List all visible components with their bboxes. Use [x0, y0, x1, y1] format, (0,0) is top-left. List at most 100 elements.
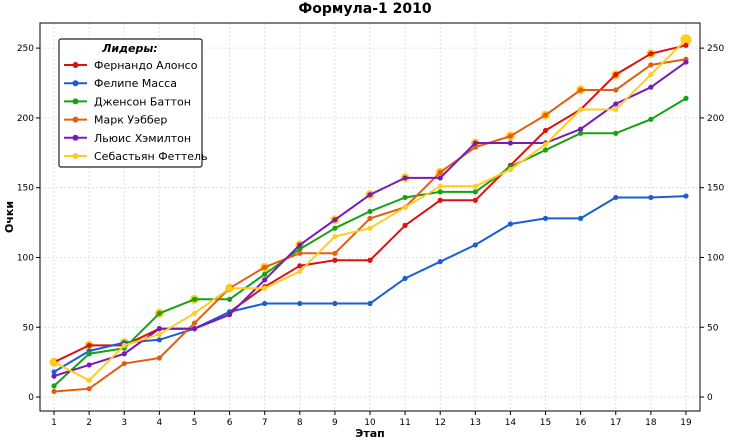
series-point — [683, 42, 689, 48]
legend-swatch-marker — [72, 98, 79, 105]
series-point — [472, 183, 478, 189]
x-tick-label: 5 — [192, 418, 198, 428]
series-point — [648, 72, 654, 78]
right-y-tick-label: 50 — [707, 323, 719, 333]
series-layer — [51, 37, 689, 395]
x-tick-label: 13 — [470, 418, 481, 428]
series-point — [121, 360, 127, 367]
series-point — [578, 130, 584, 136]
series-point — [578, 87, 584, 93]
legend-box — [58, 38, 203, 168]
series-point — [121, 342, 127, 349]
series-point — [367, 300, 373, 307]
legend-swatch-marker — [72, 62, 79, 68]
series-point — [156, 326, 162, 332]
series-point — [542, 112, 549, 118]
series-point — [191, 296, 198, 302]
series-point — [262, 285, 268, 291]
series-point — [613, 72, 619, 78]
series-point — [86, 351, 92, 357]
right-y-tick-label: 200 — [707, 114, 724, 124]
series-point — [402, 175, 408, 181]
series-point — [648, 84, 654, 90]
series-point — [578, 126, 584, 132]
x-tick-label: 9 — [332, 418, 338, 428]
series-point — [332, 250, 338, 256]
series-point — [402, 275, 408, 282]
series-point — [472, 144, 478, 150]
series-point — [262, 300, 268, 307]
x-tick-label: 4 — [156, 418, 162, 428]
series-point — [156, 331, 162, 337]
x-tick-label: 17 — [610, 418, 621, 428]
series-point — [367, 257, 373, 263]
legend-label: Марк Уэббер — [94, 114, 167, 127]
series-point — [332, 217, 338, 223]
series-point — [613, 101, 619, 107]
legend: Лидеры: Фернандо Алонсо Фелипе Масса Дженс… — [58, 38, 208, 168]
series-point — [226, 296, 233, 302]
series-point — [51, 383, 57, 389]
series-point — [297, 250, 303, 256]
series-point — [367, 225, 373, 231]
series-point — [367, 215, 373, 221]
series-point — [542, 215, 549, 221]
series-point — [121, 351, 127, 357]
series-point — [332, 233, 338, 240]
x-tick-label: 10 — [364, 418, 376, 428]
series-point — [86, 362, 92, 368]
legend-swatch-marker — [72, 153, 79, 159]
x-axis: 1 2 3 4 5 6 7 8 9 10 11 12 13 14 15 16 17 18 19 — [51, 411, 692, 428]
series-point — [226, 285, 233, 291]
x-axis-title: Этап — [355, 427, 384, 440]
series-point — [297, 242, 303, 248]
series-point — [262, 264, 268, 270]
x-tick-label: 15 — [540, 418, 551, 428]
series-point — [648, 116, 654, 122]
series-point — [507, 133, 514, 139]
right-y-tick-label: 250 — [707, 44, 724, 54]
x-tick-label: 11 — [399, 418, 410, 428]
series-point — [51, 373, 57, 379]
x-tick-label: 12 — [434, 418, 445, 428]
series-point — [507, 140, 514, 146]
chart-title: Формула-1 2010 — [298, 1, 431, 17]
right-y-tick-label: 100 — [707, 253, 724, 263]
x-tick-label: 6 — [227, 418, 233, 428]
series-point — [683, 59, 689, 65]
series-point — [437, 189, 443, 195]
series-point — [578, 106, 584, 113]
series-point — [297, 300, 303, 307]
series-point — [683, 193, 689, 199]
y-tick-label: 0 — [28, 393, 34, 403]
series-point — [683, 95, 689, 101]
y-tick-label: 200 — [17, 114, 34, 124]
series-point — [191, 320, 198, 326]
series-point — [437, 183, 443, 189]
series-point — [402, 194, 408, 201]
series-point — [648, 194, 654, 201]
x-tick-label: 2 — [86, 418, 92, 428]
series-point — [332, 225, 338, 231]
series-point — [156, 310, 162, 316]
series-point — [472, 140, 478, 146]
series-point — [437, 169, 443, 175]
series-point — [332, 257, 338, 263]
series-point — [472, 189, 478, 195]
right-y-tick-label: 0 — [707, 393, 713, 403]
series-point — [191, 310, 198, 316]
series-point — [156, 355, 162, 361]
x-tick-label: 3 — [121, 418, 127, 428]
x-tick-label: 16 — [575, 418, 587, 428]
series-point — [542, 141, 549, 148]
series-point — [402, 204, 408, 210]
series-point — [472, 242, 478, 248]
legend-title: Лидеры: — [101, 42, 157, 55]
series-point — [613, 130, 619, 136]
series-point — [683, 37, 689, 43]
legend-label: Льюис Хэмилтон — [94, 132, 191, 145]
series-point — [437, 259, 443, 265]
x-tick-label: 14 — [505, 418, 517, 428]
series-group — [51, 193, 689, 375]
